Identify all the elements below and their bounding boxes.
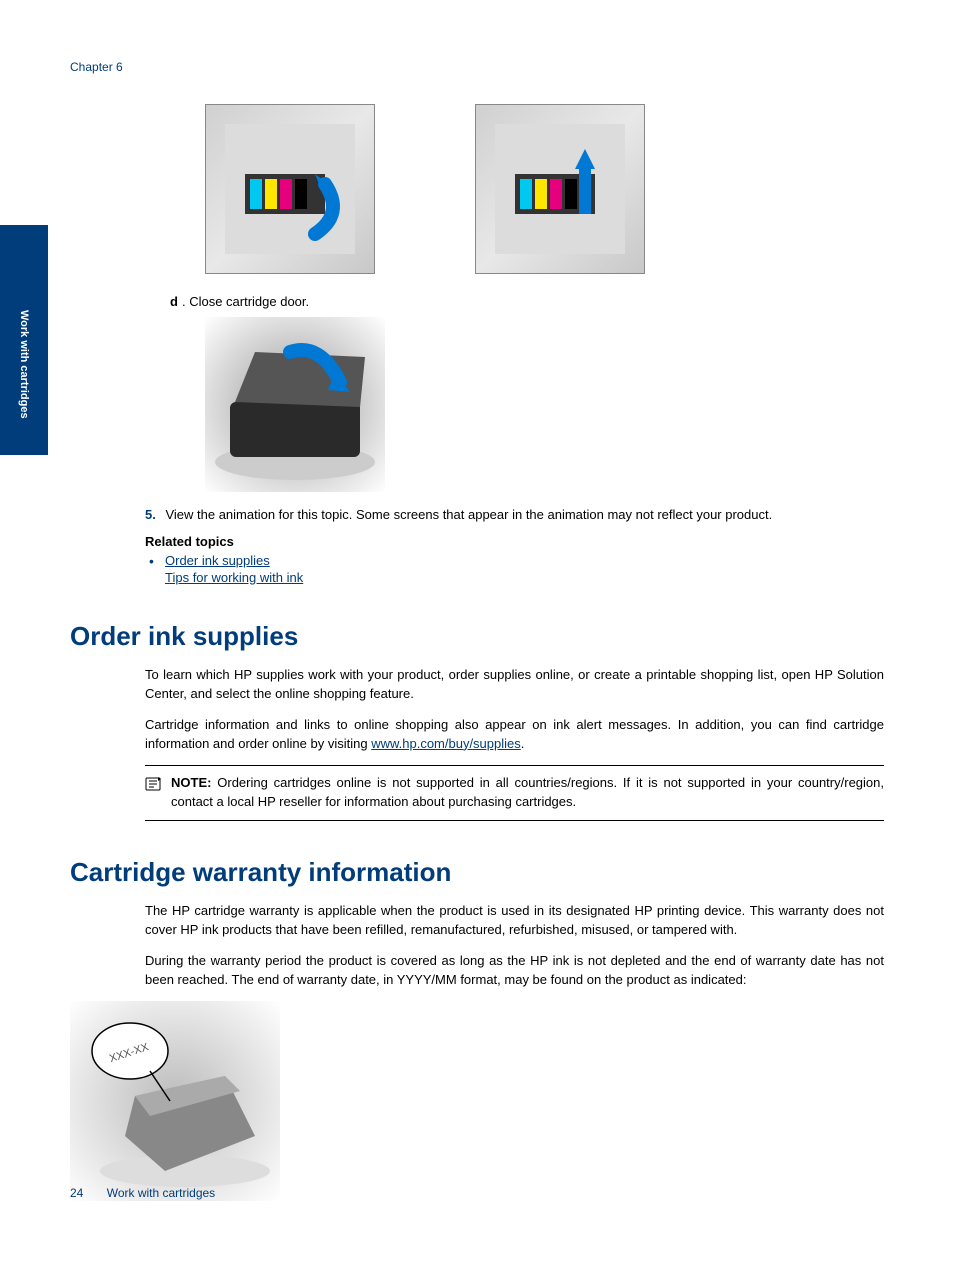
order-p2-post: . [521,736,525,751]
warranty-date-image: XXX-XX [70,1001,280,1201]
step-d-letter: d [170,294,178,309]
step-d: d. Close cartridge door. [170,294,884,309]
page-footer: 24 Work with cartridges [70,1186,215,1200]
chapter-header: Chapter 6 [70,60,884,74]
step-5-number: 5. [145,507,156,522]
related-topics-list: Order ink supplies Tips for working with… [145,553,884,585]
step-5-text: View the animation for this topic. Some … [165,507,772,522]
order-paragraph-1: To learn which HP supplies work with you… [145,666,884,704]
cartridge-insert-image [205,104,375,274]
heading-order-ink-supplies: Order ink supplies [70,621,884,652]
warranty-paragraph-1: The HP cartridge warranty is applicable … [145,902,884,940]
hp-supplies-link[interactable]: www.hp.com/buy/supplies [371,736,521,751]
related-link-order-ink[interactable]: Order ink supplies [165,553,270,568]
note-box: NOTE: Ordering cartridges online is not … [145,765,884,821]
related-link-tips-ink[interactable]: Tips for working with ink [165,570,303,585]
footer-section-title: Work with cartridges [107,1186,215,1200]
related-topics-title: Related topics [145,534,884,549]
page-number: 24 [70,1186,83,1200]
side-tab-label: Work with cartridges [18,310,30,419]
warranty-paragraph-2: During the warranty period the product i… [145,952,884,990]
heading-cartridge-warranty: Cartridge warranty information [70,857,884,888]
note-text: Ordering cartridges online is not suppor… [171,775,884,809]
step-5: 5. View the animation for this topic. So… [145,507,884,522]
order-paragraph-2: Cartridge information and links to onlin… [145,716,884,754]
note-label: NOTE: [171,775,211,790]
step-d-text: Close cartridge door. [189,294,309,309]
printer-close-door-image [205,317,385,492]
cartridge-installed-image [475,104,645,274]
note-icon [145,776,163,792]
cartridge-image-row [205,104,884,274]
side-tab: Work with cartridges [0,225,48,455]
